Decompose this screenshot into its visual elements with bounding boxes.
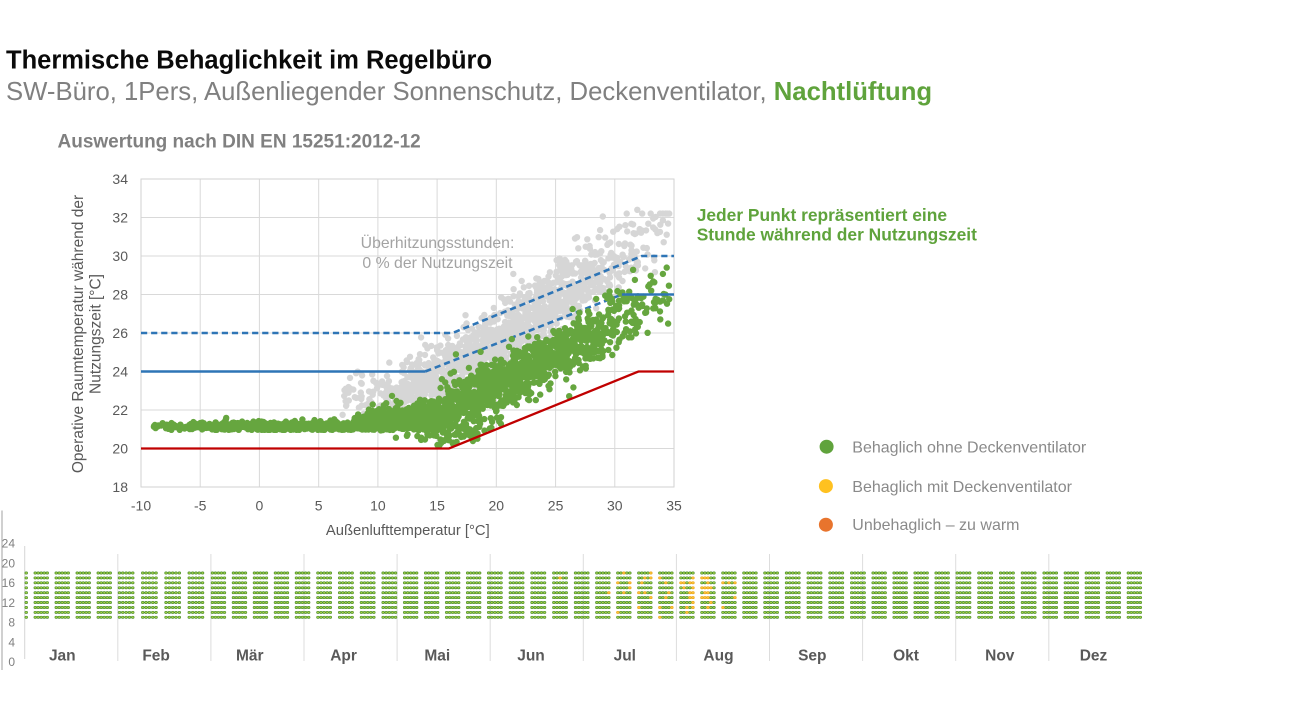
- svg-text:30: 30: [112, 248, 128, 264]
- svg-text:16: 16: [2, 576, 16, 590]
- svg-text:32: 32: [112, 210, 128, 226]
- svg-text:10: 10: [370, 498, 386, 514]
- svg-text:Jan: Jan: [49, 648, 76, 665]
- svg-text:Aug: Aug: [703, 648, 733, 665]
- svg-text:Apr: Apr: [330, 648, 357, 665]
- svg-text:4: 4: [8, 635, 15, 649]
- svg-text:Außenlufttemperatur [°C]: Außenlufttemperatur [°C]: [326, 523, 490, 539]
- svg-text:8: 8: [8, 616, 15, 630]
- svg-text:Nov: Nov: [985, 648, 1015, 665]
- svg-text:Behaglich ohne Deckenventilato: Behaglich ohne Deckenventilator: [852, 440, 1087, 457]
- svg-text:26: 26: [112, 325, 128, 341]
- svg-text:Mär: Mär: [236, 648, 264, 665]
- svg-text:0 % der Nutzungszeit: 0 % der Nutzungszeit: [362, 255, 513, 272]
- svg-text:5: 5: [315, 498, 323, 514]
- svg-text:Behaglich mit Deckenventilator: Behaglich mit Deckenventilator: [852, 479, 1072, 496]
- svg-text:24: 24: [112, 364, 128, 380]
- svg-text:18: 18: [112, 479, 128, 495]
- svg-text:Mai: Mai: [424, 648, 450, 665]
- svg-text:Jeder Punkt repräsentiert eine: Jeder Punkt repräsentiert eine: [697, 205, 948, 225]
- svg-text:35: 35: [666, 498, 682, 514]
- svg-text:15: 15: [429, 498, 445, 514]
- svg-text:20: 20: [489, 498, 505, 514]
- svg-text:-10: -10: [131, 498, 151, 514]
- svg-text:Nutzungszeit [°C]: Nutzungszeit [°C]: [88, 274, 105, 394]
- svg-text:Stunde während der Nutzungszei: Stunde während der Nutzungszeit: [697, 224, 977, 244]
- svg-text:Jul: Jul: [614, 648, 636, 665]
- svg-text:Auswertung nach DIN EN 15251:2: Auswertung nach DIN EN 15251:2012-12: [58, 132, 421, 153]
- svg-text:24: 24: [2, 537, 16, 551]
- svg-text:20: 20: [112, 441, 128, 457]
- svg-text:Okt: Okt: [893, 648, 919, 665]
- svg-text:20: 20: [2, 556, 16, 570]
- svg-text:0: 0: [8, 655, 15, 669]
- svg-text:28: 28: [112, 287, 128, 303]
- svg-text:12: 12: [2, 596, 16, 610]
- svg-text:Unbehaglich – zu warm: Unbehaglich – zu warm: [852, 517, 1019, 534]
- svg-text:34: 34: [112, 171, 128, 187]
- svg-text:SW-Büro, 1Pers, Außenliegender: SW-Büro, 1Pers, Außenliegender Sonnensch…: [6, 78, 932, 106]
- svg-text:22: 22: [112, 402, 128, 418]
- svg-text:Sep: Sep: [798, 648, 826, 665]
- svg-text:0: 0: [256, 498, 264, 514]
- svg-text:-5: -5: [194, 498, 207, 514]
- svg-text:Überhitzungsstunden:: Überhitzungsstunden:: [361, 234, 515, 252]
- svg-text:30: 30: [607, 498, 623, 514]
- svg-text:Operative Raumtemperatur währe: Operative Raumtemperatur während der: [70, 195, 87, 473]
- svg-text:Jun: Jun: [517, 648, 545, 665]
- svg-text:Dez: Dez: [1080, 648, 1108, 665]
- svg-text:Thermische Behaglichkeit im Re: Thermische Behaglichkeit im Regelbüro: [6, 47, 492, 75]
- svg-text:25: 25: [548, 498, 564, 514]
- svg-text:Feb: Feb: [142, 648, 170, 665]
